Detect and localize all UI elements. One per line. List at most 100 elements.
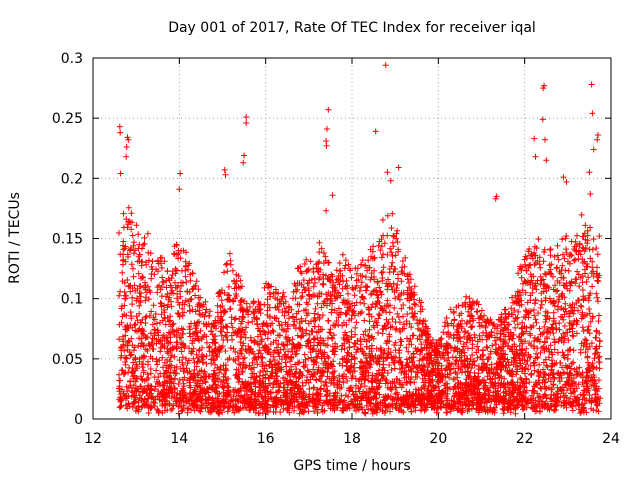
data-point: [389, 253, 396, 259]
data-point: [208, 328, 215, 335]
data-point: [394, 281, 401, 288]
data-point: [506, 336, 513, 343]
data-point: [320, 271, 327, 278]
data-point: [536, 261, 543, 268]
data-point: [395, 275, 401, 282]
data-point: [158, 264, 165, 271]
data-point: [186, 260, 193, 267]
data-point: [141, 234, 148, 241]
data-point: [556, 372, 563, 379]
data-point: [129, 232, 136, 239]
data-point: [567, 346, 574, 353]
data-point: [352, 341, 359, 347]
data-point: [507, 409, 514, 416]
data-point: [257, 387, 264, 394]
data-point: [223, 261, 229, 268]
data-point: [556, 326, 563, 333]
data-point: [551, 336, 558, 343]
data-point: [123, 293, 130, 299]
data-point: [196, 337, 203, 344]
data-point: [364, 284, 371, 291]
data-point: [177, 293, 184, 300]
data-point: [353, 382, 359, 389]
data-point: [245, 387, 252, 393]
data-point: [565, 267, 572, 274]
data-point: [263, 280, 270, 287]
data-point: [196, 358, 202, 365]
data-point: [579, 287, 586, 293]
data-point: [303, 342, 310, 349]
data-point: [550, 309, 557, 316]
data-point: [372, 318, 378, 325]
data-point: [122, 243, 129, 250]
data-point: [536, 373, 543, 380]
data-point: [516, 334, 523, 341]
data-point: [203, 306, 210, 313]
data-point: [558, 335, 565, 342]
data-point: [443, 409, 450, 416]
data-point: [483, 343, 490, 350]
data-point: [139, 273, 146, 280]
data-point: [164, 268, 171, 275]
data-point: [378, 243, 385, 250]
data-point: [151, 326, 158, 333]
data-point: [429, 336, 436, 343]
data-point: [353, 270, 360, 277]
data-point: [552, 282, 558, 289]
data-point: [135, 342, 142, 349]
data-point: [242, 329, 248, 335]
data-point: [551, 346, 558, 353]
data-point: [173, 242, 180, 249]
data-point: [518, 274, 525, 281]
data-point: [193, 278, 200, 285]
data-point: [290, 288, 297, 295]
data-point: [130, 359, 137, 366]
data-point: [376, 391, 383, 398]
data-point: [138, 245, 145, 252]
data-point: [343, 359, 349, 366]
data-point: [543, 271, 550, 278]
data-point: [575, 271, 582, 278]
data-point: [228, 320, 235, 327]
data-point: [447, 370, 454, 377]
data-point: [137, 343, 144, 350]
data-point: [297, 268, 304, 275]
data-point: [331, 322, 338, 329]
data-point: [538, 398, 545, 405]
data-point: [595, 377, 602, 384]
data-point: [414, 317, 421, 323]
data-point: [186, 382, 193, 389]
data-point: [161, 314, 168, 321]
data-point: [301, 351, 308, 358]
data-point: [305, 310, 312, 317]
data-point: [307, 376, 314, 383]
data-point: [521, 384, 528, 391]
data-point: [118, 367, 125, 374]
data-point: [451, 317, 458, 324]
data-point: [138, 373, 144, 380]
data-point: [361, 317, 368, 324]
data-point: [132, 247, 139, 254]
data-point: [378, 254, 385, 261]
data-point: [358, 309, 365, 315]
data-point: [154, 289, 161, 296]
data-point: [216, 349, 223, 356]
data-point: [319, 408, 326, 415]
data-point: [345, 350, 352, 357]
data-point: [533, 286, 540, 293]
data-point: [283, 390, 290, 397]
data-point: [481, 403, 488, 410]
data-point: [287, 377, 293, 384]
data-point: [560, 369, 567, 376]
data-point: [585, 274, 592, 281]
data-point: [570, 333, 577, 340]
data-point: [198, 367, 205, 374]
data-point: [130, 265, 136, 272]
data-point: [592, 334, 599, 341]
data-point: [331, 368, 338, 375]
data-point: [330, 279, 337, 286]
data-point: [170, 402, 177, 409]
data-point: [331, 374, 338, 381]
data-point: [388, 263, 395, 270]
data-point: [550, 273, 556, 280]
